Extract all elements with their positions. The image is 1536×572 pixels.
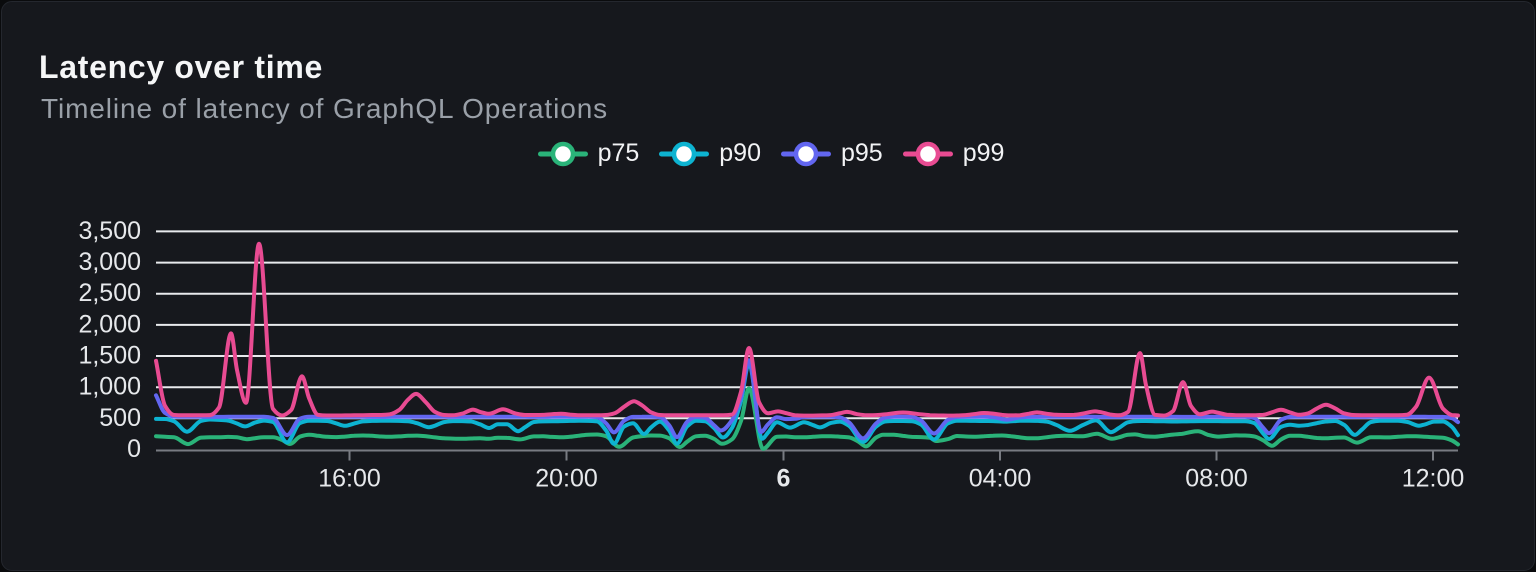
svg-text:2,000: 2,000	[78, 310, 141, 338]
svg-text:20:00: 20:00	[535, 465, 598, 493]
svg-text:08:00: 08:00	[1185, 465, 1248, 493]
svg-text:12:00: 12:00	[1402, 465, 1465, 493]
svg-text:2,500: 2,500	[78, 279, 141, 307]
svg-text:0: 0	[127, 435, 141, 463]
svg-text:04:00: 04:00	[969, 465, 1032, 493]
svg-text:3,500: 3,500	[78, 217, 141, 245]
svg-text:16:00: 16:00	[318, 465, 381, 493]
svg-text:6: 6	[777, 465, 791, 493]
svg-text:500: 500	[99, 404, 141, 432]
svg-text:1,000: 1,000	[78, 373, 141, 401]
svg-text:3,000: 3,000	[78, 248, 141, 276]
svg-text:1,500: 1,500	[78, 342, 141, 370]
